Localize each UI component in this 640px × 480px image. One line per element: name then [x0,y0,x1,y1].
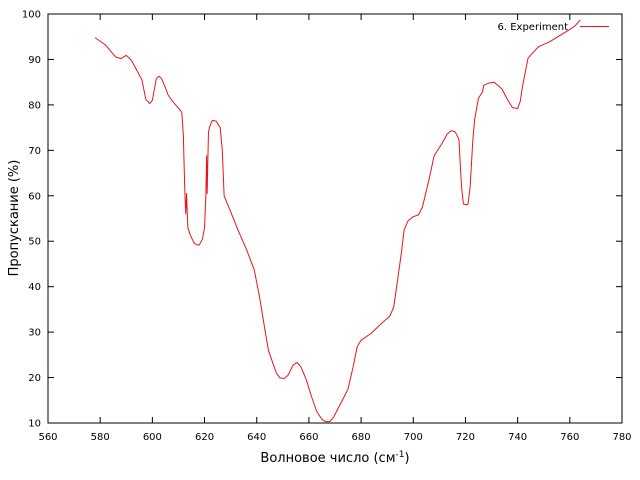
x-tick-label: 580 [91,432,110,443]
x-tick-label: 640 [247,432,266,443]
x-tick-label: 560 [38,432,57,443]
plot-frame [47,13,623,424]
y-tick-label: 60 [28,191,41,202]
series-line [94,19,581,423]
y-tick-label: 20 [28,373,41,384]
series-layer [94,19,581,423]
x-tick-label: 600 [143,432,162,443]
x-tick-label: 660 [299,432,318,443]
x-tick-label: 720 [456,432,475,443]
x-axis-title-main: Волновое число (см [260,451,395,466]
y-tick-label: 30 [28,328,41,339]
y-tick-label: 10 [28,419,41,430]
x-tick-label: 620 [195,432,214,443]
y-tick-label: 40 [28,282,41,293]
x-tick-label: 760 [560,432,579,443]
tick-labels: 560 580 600 620 640 660 680 700 720 740 760 780 10 20… [22,10,632,444]
x-axis-title-sup: -1 [396,450,405,460]
axis-ticks [47,13,623,424]
y-tick-label: 100 [22,10,41,21]
y-tick-label: 80 [28,100,41,111]
legend: 6. Experiment [498,22,609,33]
x-tick-label: 680 [352,432,371,443]
y-tick-label: 50 [28,237,41,248]
x-tick-label: 740 [508,432,527,443]
y-tick-label: 70 [28,146,41,157]
x-axis-title-close: ) [404,451,409,466]
x-tick-label: 780 [612,432,631,443]
x-axis-title: Волновое число (см-1) [260,450,409,466]
x-tick-label: 700 [404,432,423,443]
y-tick-label: 90 [28,55,41,66]
legend-label: 6. Experiment [498,22,569,33]
y-axis-title: Пропускание (%) [7,160,22,277]
